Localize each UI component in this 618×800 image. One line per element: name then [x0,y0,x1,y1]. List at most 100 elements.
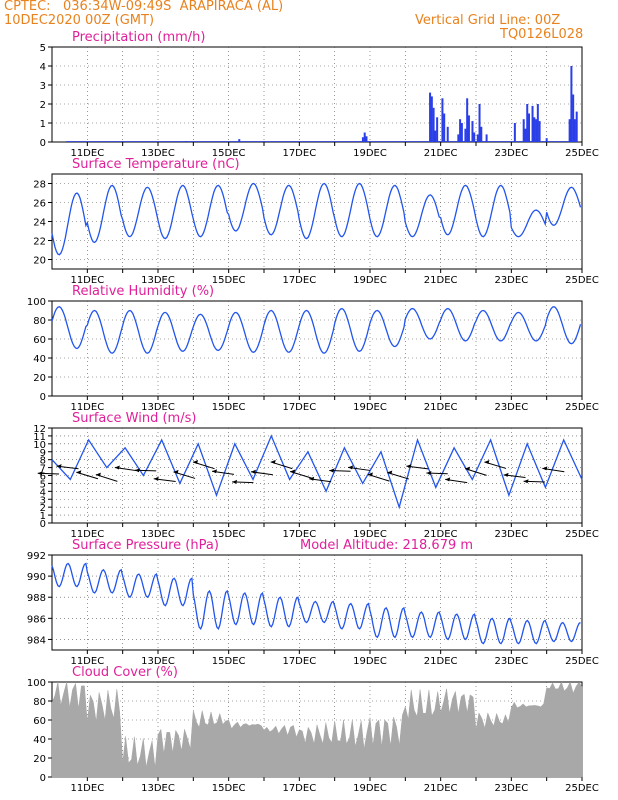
precip-bar [466,98,469,142]
x-tick-label: 13DEC [141,656,175,667]
header-source: CPTEC: [4,0,51,14]
wind-arrowhead [95,472,101,477]
panel-frame [51,46,583,143]
precip-bar [363,132,366,142]
panel-title: Relative Humidity (%) [72,284,214,299]
precip-bar [365,136,368,142]
x-tick-label: 17DEC [282,402,316,413]
wind-arrowhead [445,477,451,482]
precip-bar [522,119,525,142]
x-tick-label: 23DEC [494,148,528,159]
precip-bar [443,113,446,142]
wind-arrowhead [232,479,238,484]
x-tick-label: 11DEC [70,529,104,540]
y-tick-label: 11 [33,432,46,443]
wind-arrowhead [406,464,412,469]
series-line [51,182,582,256]
wind-arrowhead [114,465,120,470]
y-tick-label: 12 [33,424,46,435]
precip-bar [573,119,576,142]
x-tick-label: 13DEC [141,275,175,286]
precip-bar [568,119,571,142]
y-tick-label: 5 [40,479,46,490]
series-line [51,562,581,645]
x-tick-label: 23DEC [494,529,528,540]
y-tick-label: 988 [27,593,46,604]
precip-bar [429,92,432,142]
wind-arrowhead [290,469,296,474]
y-tick-label: 28 [33,180,46,191]
y-tick-label: 3 [40,495,46,506]
x-tick-label: 23DEC [494,656,528,667]
panel-frame [51,554,583,651]
panel-title: Cloud Cover (%) [72,665,178,680]
y-tick-label: 20 [33,373,46,384]
y-tick-label: 4 [40,62,46,73]
x-tick-label: 21DEC [424,148,458,159]
y-tick-label: 0 [40,138,46,149]
x-tick-label: 15DEC [212,783,246,794]
wind-arrowhead [484,459,490,464]
y-tick-label: 10 [33,440,46,451]
x-tick-label: 23DEC [494,402,528,413]
wind-arrowhead [212,469,218,474]
precip-bar [524,128,527,142]
y-tick-label: 8 [40,456,46,467]
panel-title: Surface Wind (m/s) [72,411,196,426]
wind-arrowhead [173,469,179,474]
precip-bar [446,126,449,142]
header-model-code: TQ0126L028 [500,27,584,42]
header-line-1: CPTEC: 036:34W-09:49S ARAPIRACA (AL) [4,0,283,14]
y-tick-label: 0 [40,392,46,403]
x-tick-label: 19DEC [353,656,387,667]
x-tick-label: 25DEC [565,783,599,794]
y-tick-label: 100 [27,297,46,308]
precip-bar [238,139,241,142]
precip-bar [476,134,479,142]
x-tick-label: 23DEC [494,275,528,286]
y-tick-label: 40 [33,735,46,746]
x-tick-label: 15DEC [212,402,246,413]
x-tick-label: 15DEC [212,148,246,159]
wind-arrowhead [542,466,548,471]
precip-bar [434,130,437,142]
y-tick-label: 60 [33,716,46,727]
y-tick-label: 20 [33,256,46,267]
y-tick-label: 0 [40,519,46,530]
precip-bar [536,104,539,142]
precip-bar [460,123,463,142]
wind-arrowhead [348,465,354,470]
y-tick-label: 2 [40,503,46,514]
wind-arrowhead [250,469,256,474]
wind-arrowhead [523,479,529,484]
x-tick-label: 15DEC [212,656,246,667]
precip-bar [459,119,462,142]
y-tick-label: 60 [33,335,46,346]
x-tick-label: 21DEC [424,783,458,794]
x-tick-label: 11DEC [70,402,104,413]
wind-arrowhead [367,472,373,477]
y-tick-label: 3 [40,81,46,92]
panel-title: Surface Pressure (hPa) [72,538,219,553]
wind-arrowhead [56,464,62,469]
x-tick-label: 17DEC [282,656,316,667]
x-tick-label: 15DEC [212,529,246,540]
precip-bar [572,94,575,142]
x-tick-label: 19DEC [353,529,387,540]
y-tick-label: 990 [27,572,46,583]
cloud-cover-area [51,681,583,778]
precip-bar [471,121,474,142]
panel-annotation: Model Altitude: 218.679 m [300,538,473,553]
precip-bar [575,111,578,142]
precip-bar [570,66,573,142]
x-tick-label: 21DEC [424,402,458,413]
header-city: ARAPIRACA (AL) [179,0,284,14]
x-tick-label: 13DEC [141,402,175,413]
x-tick-label: 19DEC [353,402,387,413]
y-tick-label: 6 [40,472,46,483]
y-tick-label: 984 [27,635,46,646]
wind-arrowhead [153,476,159,481]
precip-bar [545,138,548,142]
y-tick-label: 22 [33,237,46,248]
